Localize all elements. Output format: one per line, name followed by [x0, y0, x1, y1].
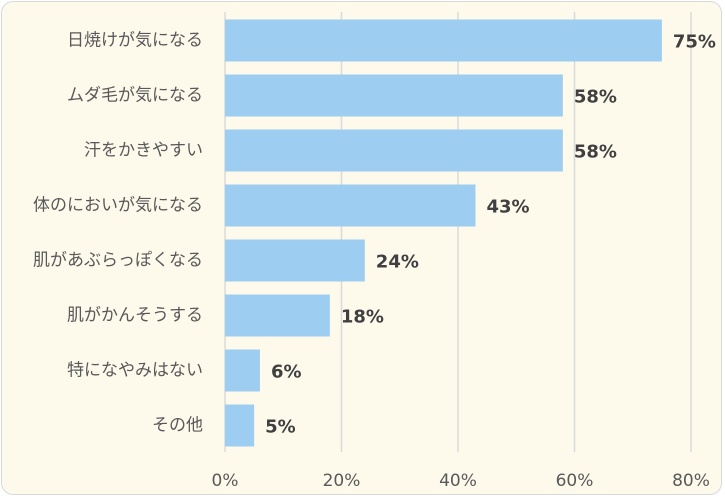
bar — [225, 349, 260, 392]
x-tick-label: 0% — [212, 471, 239, 491]
bar — [225, 74, 563, 117]
category-label: 日焼けが気になる — [67, 31, 203, 51]
x-tick-label: 20% — [323, 471, 361, 491]
x-tick-label: 80% — [672, 471, 710, 491]
data-label: 6% — [271, 362, 302, 383]
bar — [225, 184, 476, 227]
bar — [225, 239, 365, 282]
bar — [225, 404, 255, 447]
x-tick-label: 40% — [439, 471, 477, 491]
label-layer: 0% 20% 40% 60% 80% 日焼けが気になる 75% ムダ毛が気になる 58% 汗をかき… — [33, 31, 716, 492]
category-label: 肌があぶらっぽくなる — [33, 251, 203, 271]
bar — [225, 294, 330, 337]
category-label: 体のにおいが気になる — [33, 196, 203, 216]
data-label: 24% — [376, 252, 419, 273]
data-label: 5% — [265, 417, 296, 438]
data-label: 58% — [574, 142, 617, 163]
data-label: 75% — [673, 32, 716, 53]
category-label: その他 — [152, 416, 203, 436]
x-tick-label: 60% — [556, 471, 594, 491]
category-label: 特になやみはない — [67, 361, 203, 381]
category-label: 肌がかんそうする — [67, 306, 203, 326]
data-label: 18% — [341, 307, 384, 328]
category-label: 汗をかきやすい — [84, 141, 203, 161]
data-label: 43% — [486, 197, 529, 218]
bar — [225, 129, 563, 172]
category-label: ムダ毛が気になる — [67, 86, 203, 106]
data-label: 58% — [574, 87, 617, 108]
bar-layer — [225, 19, 662, 447]
bar — [225, 19, 662, 62]
